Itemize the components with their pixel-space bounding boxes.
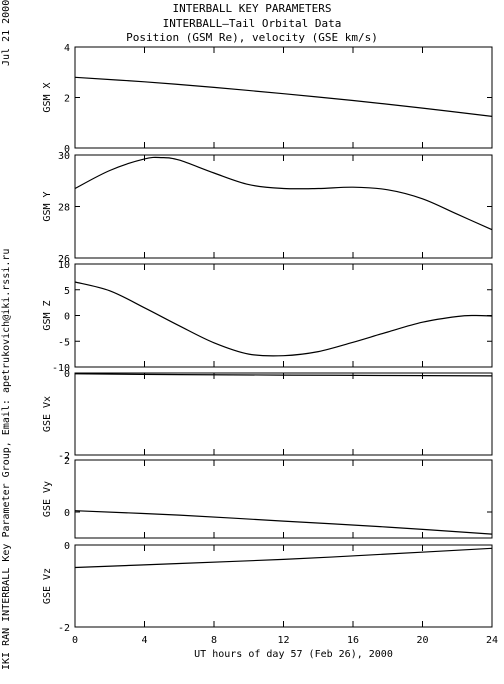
panel-frame-gse-vz bbox=[74, 544, 493, 628]
y-tick-label-gsm-x: 2 bbox=[64, 94, 70, 105]
y-tick-label-gsm-z: -10 bbox=[52, 363, 70, 374]
series-line-gse-vz bbox=[74, 547, 493, 569]
x-tick-label: 0 bbox=[72, 635, 78, 646]
panel-frame-gsm-x bbox=[74, 46, 493, 149]
series-line-gsm-y bbox=[74, 156, 493, 231]
y-tick-label-gsm-z: 10 bbox=[58, 260, 70, 271]
y-axis-label-gse-vz: GSE Vz bbox=[42, 568, 53, 604]
y-tick-label-gsm-y: 28 bbox=[58, 203, 70, 214]
x-tick-label: 20 bbox=[416, 635, 428, 646]
y-tick-label-gse-vz: -2 bbox=[58, 623, 70, 634]
y-axis-label-gsm-z: GSM Z bbox=[42, 300, 53, 330]
y-tick-label-gsm-z: 0 bbox=[64, 312, 70, 323]
x-tick-label: 8 bbox=[211, 635, 217, 646]
chart-title-line-3: Position (GSM Re), velocity (GSE km/s) bbox=[126, 31, 378, 44]
series-line-gsm-x bbox=[74, 76, 493, 117]
y-tick-label-gsm-y: 26 bbox=[58, 254, 70, 265]
chart-title-line-2: INTERBALL—Tail Orbital Data bbox=[162, 17, 342, 30]
y-axis-label-gse-vy: GSE Vy bbox=[42, 481, 53, 517]
y-tick-label-gse-vx: 0 bbox=[64, 369, 70, 380]
y-tick-label-gse-vy: 2 bbox=[64, 456, 70, 467]
y-tick-label-gse-vx: -2 bbox=[58, 451, 70, 462]
panel-frame-gse-vy bbox=[74, 459, 493, 539]
y-tick-label-gsm-y: 30 bbox=[58, 151, 70, 162]
series-line-gse-vx bbox=[74, 373, 493, 377]
y-axis-label-gsm-x: GSM X bbox=[42, 82, 53, 112]
x-tick-label: 24 bbox=[486, 635, 498, 646]
series-line-gsm-z bbox=[74, 281, 493, 357]
y-tick-label-gse-vz: 0 bbox=[64, 541, 70, 552]
y-tick-label-gsm-z: 5 bbox=[64, 286, 70, 297]
panel-frame-gsm-y bbox=[74, 154, 493, 259]
y-tick-label-gse-vy: 0 bbox=[64, 508, 70, 519]
x-axis-label: UT hours of day 57 (Feb 26), 2000 bbox=[194, 649, 393, 660]
x-tick-label: 12 bbox=[277, 635, 289, 646]
x-tick-label: 16 bbox=[347, 635, 359, 646]
y-tick-label-gsm-x: 4 bbox=[64, 43, 70, 54]
x-tick-label: 4 bbox=[141, 635, 147, 646]
series-line-gse-vy bbox=[74, 510, 493, 535]
y-axis-label-gsm-y: GSM Y bbox=[42, 191, 53, 221]
panel-frame-gsm-z bbox=[74, 263, 493, 368]
chart-title-line-1: INTERBALL KEY PARAMETERS bbox=[172, 2, 332, 15]
panel-frame-gse-vx bbox=[74, 372, 493, 456]
y-axis-label-gse-vx: GSE Vx bbox=[42, 396, 53, 432]
y-tick-label-gsm-x: 0 bbox=[64, 144, 70, 155]
y-tick-label-gsm-z: -5 bbox=[58, 337, 70, 348]
